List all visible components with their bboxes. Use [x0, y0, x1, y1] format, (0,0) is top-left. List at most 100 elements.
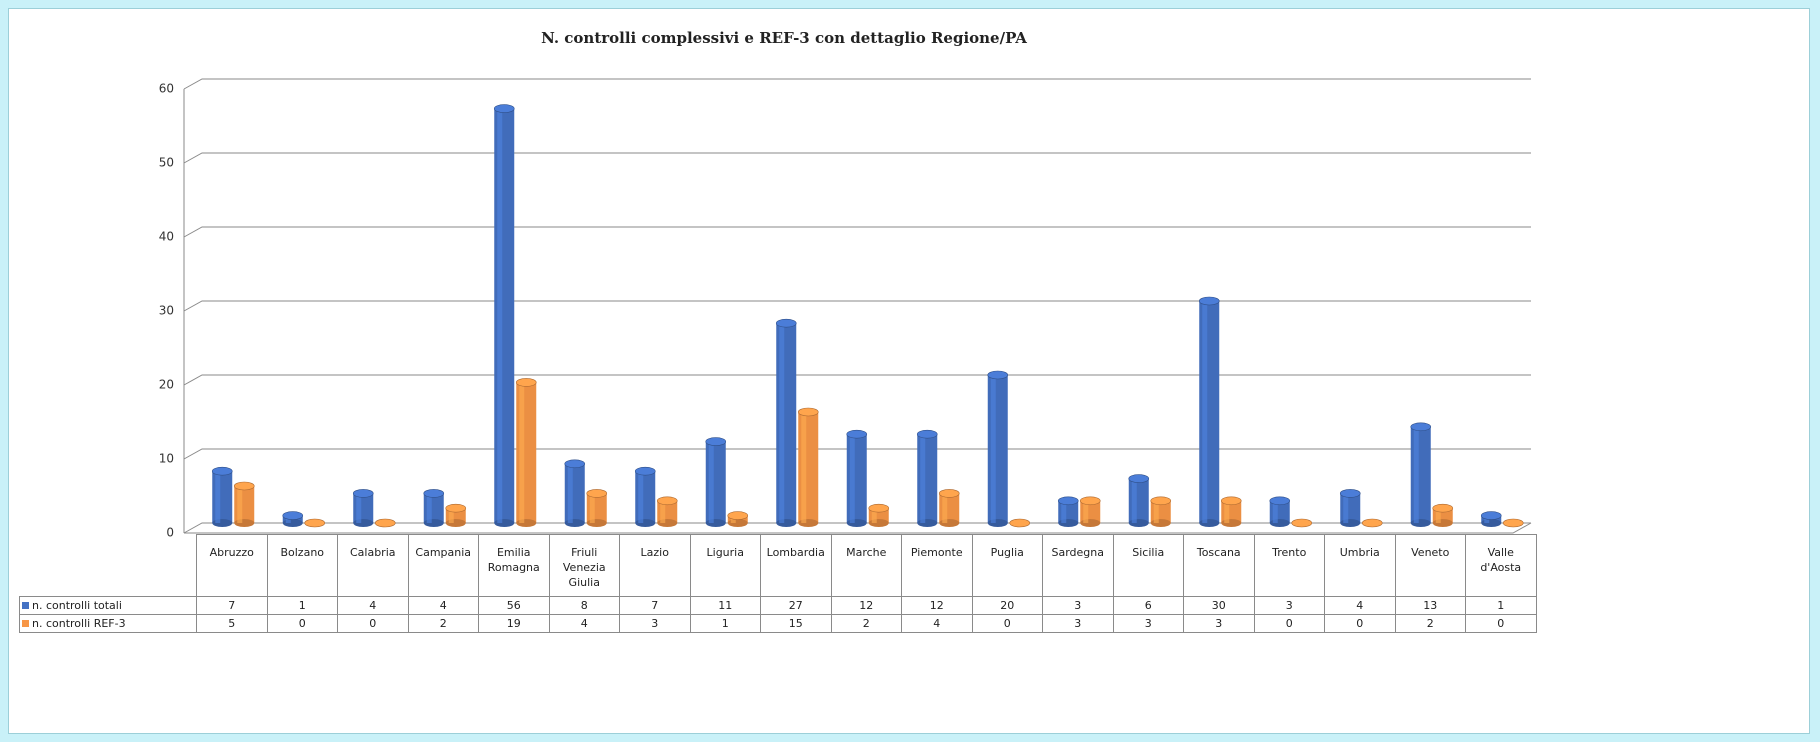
- table-value: 6: [1112, 596, 1184, 615]
- bar: [727, 511, 749, 527]
- bar: [846, 429, 868, 527]
- table-value: 4: [407, 596, 479, 615]
- table-value: 2: [1394, 614, 1466, 633]
- x-tick-label: Liguria: [689, 534, 761, 597]
- bar-highlight: [1224, 500, 1230, 523]
- bar-highlight: [215, 471, 221, 523]
- grid-line: [183, 226, 1531, 238]
- bar-highlight: [426, 493, 432, 523]
- bar-highlight: [448, 508, 454, 523]
- legend-label: n. controlli REF-3: [32, 617, 126, 630]
- table-value: 4: [548, 614, 620, 633]
- bar-top: [374, 518, 396, 528]
- bar-highlight: [519, 382, 525, 523]
- y-tick-label: 40: [159, 230, 174, 244]
- table-value: 19: [478, 614, 550, 633]
- bar: [1339, 489, 1361, 527]
- bar-top: [423, 489, 445, 498]
- table-value: 15: [760, 614, 832, 633]
- x-tick-label: Bolzano: [266, 534, 338, 597]
- chart-title: N. controlli complessivi e REF-3 con det…: [541, 29, 1027, 47]
- table-value: 12: [830, 596, 902, 615]
- legend-item: n. controlli totali: [19, 596, 197, 615]
- series-row: n. controlli REF-3 5 0 0 2 19 4 3 1 15 2 4 0 3 3 3 0 0 2 0: [19, 614, 1537, 633]
- legend-label: n. controlli totali: [32, 599, 122, 612]
- x-tick-label: Umbria: [1324, 534, 1396, 597]
- bar: [1198, 296, 1220, 527]
- grid-line: [183, 448, 1531, 460]
- bar: [586, 489, 608, 527]
- table-value: 11: [689, 596, 761, 615]
- bar: [1361, 518, 1383, 528]
- y-tick-label: 20: [159, 378, 174, 392]
- bar-highlight: [849, 434, 855, 523]
- bar-highlight: [990, 375, 996, 523]
- bar: [705, 437, 727, 527]
- table-value: 8: [548, 596, 620, 615]
- table-value: 0: [266, 614, 338, 633]
- y-tick-label: 10: [159, 452, 174, 466]
- bar-highlight: [920, 434, 926, 523]
- bar: [1269, 496, 1291, 527]
- bar-highlight: [1061, 500, 1067, 523]
- chart: N. controlli complessivi e REF-3 con det…: [159, 29, 1532, 540]
- bar: [797, 407, 819, 527]
- bar: [352, 489, 374, 527]
- x-tick-label: Veneto: [1394, 534, 1466, 597]
- x-tick-label: Lombardia: [760, 534, 832, 597]
- table-value: 1: [1465, 596, 1537, 615]
- table-value: 0: [1324, 614, 1396, 633]
- bar-top: [987, 370, 1009, 380]
- bar: [515, 378, 537, 527]
- bar: [1502, 518, 1524, 528]
- bar-top: [282, 511, 304, 520]
- y-tick-label: 0: [166, 526, 174, 540]
- bar: [282, 511, 304, 527]
- bar-highlight: [1083, 500, 1089, 523]
- bar: [493, 104, 515, 527]
- x-tick-label: Campania: [407, 534, 479, 597]
- bar: [233, 481, 255, 527]
- legend-swatch: [22, 602, 29, 609]
- bar: [1480, 511, 1502, 527]
- table-value: 56: [478, 596, 550, 615]
- table-value: 1: [689, 614, 761, 633]
- bar-highlight: [497, 108, 503, 523]
- bar: [916, 429, 938, 527]
- table-value: 4: [1324, 596, 1396, 615]
- bar: [1291, 518, 1313, 528]
- table-value: 3: [1112, 614, 1184, 633]
- x-tick-label: Puglia: [971, 534, 1043, 597]
- bar-top: [352, 489, 374, 498]
- series-row: n. controlli totali 7 1 4 4 56 8 7 11 27 12 12 20 3 6 3…: [19, 596, 1537, 615]
- x-tick-label: Emilia Romagna: [478, 534, 550, 597]
- bar-top: [586, 489, 608, 498]
- bar-highlight: [1202, 301, 1208, 523]
- table-value: 2: [830, 614, 902, 633]
- bar-highlight: [567, 463, 573, 523]
- bar-highlight: [1272, 500, 1278, 523]
- bar-top: [304, 518, 326, 528]
- bar-top: [1150, 496, 1172, 506]
- table-value: 3: [1042, 614, 1114, 633]
- bar-highlight: [708, 441, 714, 523]
- grid-line: [183, 152, 1531, 164]
- category-row: Abruzzo Bolzano Calabria Campania Emilia Rom…: [19, 534, 1537, 597]
- x-tick-label: Sardegna: [1042, 534, 1114, 597]
- x-tick-label: Lazio: [619, 534, 691, 597]
- bar-top: [727, 511, 749, 520]
- x-tick-label: Toscana: [1183, 534, 1255, 597]
- table-value: 3: [1253, 596, 1325, 615]
- legend-item: n. controlli REF-3: [19, 614, 197, 633]
- bar-top: [938, 489, 960, 498]
- bar-highlight: [1435, 508, 1441, 523]
- table-value: 30: [1183, 596, 1255, 615]
- table-value: 7: [619, 596, 691, 615]
- table-value: 2: [407, 614, 479, 633]
- bar-top: [1079, 496, 1101, 506]
- x-tick-label: Calabria: [337, 534, 409, 597]
- table-value: 13: [1394, 596, 1466, 615]
- bar-top: [797, 407, 819, 417]
- bar-top: [445, 503, 467, 513]
